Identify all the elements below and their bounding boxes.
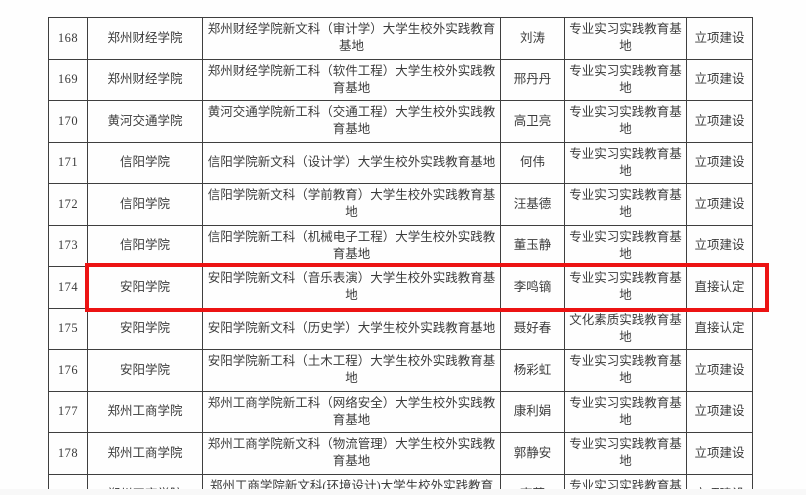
school-cell: 安阳学院 <box>87 349 203 392</box>
type-cell: 专业实习实践教育基地 <box>564 183 687 226</box>
row-number-cell: 170 <box>48 100 88 143</box>
person-cell: 高卫亮 <box>500 100 565 143</box>
table-row: 175 安阳学院 安阳学院新文科（历史学）大学生校外实践教育基地 聂好春 文化素… <box>48 307 753 350</box>
base-name-cell: 信阳学院新文科（学前教育）大学生校外实践教育基地 <box>202 183 501 226</box>
table-row: 168 郑州财经学院 郑州财经学院新文科（审计学）大学生校外实践教育基地 刘涛 … <box>48 17 753 60</box>
school-cell: 安阳学院 <box>87 307 203 350</box>
school-cell: 信阳学院 <box>87 141 203 184</box>
table-row: 176 安阳学院 安阳学院新工科（土木工程）大学生校外实践教育基地 杨彩虹 专业… <box>48 349 753 392</box>
table-row: 171 信阳学院 信阳学院新文科（设计学）大学生校外实践教育基地 何伟 专业实习… <box>48 141 753 184</box>
row-number-cell: 172 <box>48 183 88 226</box>
row-number-cell: 178 <box>48 432 88 475</box>
person-cell: 李鸣镝 <box>500 266 565 309</box>
person-cell: 康利娟 <box>500 390 565 433</box>
person-cell: 何伟 <box>500 141 565 184</box>
row-number-cell: 168 <box>48 17 88 60</box>
table-row: 177 郑州工商学院 郑州工商学院新工科（网络安全）大学生校外实践教育基地 康利… <box>48 390 753 433</box>
school-cell: 郑州工商学院 <box>87 432 203 475</box>
base-name-cell: 信阳学院新工科（机械电子工程）大学生校外实践教育基地 <box>202 224 501 267</box>
type-cell: 专业实习实践教育基地 <box>564 349 687 392</box>
base-name-cell: 郑州工商学院新工科（网络安全）大学生校外实践教育基地 <box>202 390 501 433</box>
row-number-cell: 171 <box>48 141 88 184</box>
base-name-cell: 郑州工商学院新文科（物流管理）大学生校外实践教育基地 <box>202 432 501 475</box>
type-cell: 专业实习实践教育基地 <box>564 432 687 475</box>
school-cell: 郑州财经学院 <box>87 17 203 60</box>
type-cell: 专业实习实践教育基地 <box>564 266 687 309</box>
row-number-cell: 169 <box>48 58 88 101</box>
row-number-cell: 174 <box>48 266 88 309</box>
school-cell: 郑州工商学院 <box>87 390 203 433</box>
table-row: 170 黄河交通学院 黄河交通学院新工科（交通工程）大学生校外实践教育基地 高卫… <box>48 100 753 143</box>
type-cell: 专业实习实践教育基地 <box>564 141 687 184</box>
row-number-cell: 177 <box>48 390 88 433</box>
base-name-cell: 信阳学院新文科（设计学）大学生校外实践教育基地 <box>202 141 501 184</box>
type-cell: 文化素质实践教育基地 <box>564 307 687 350</box>
person-cell: 汪基德 <box>500 183 565 226</box>
status-cell: 立项建设 <box>686 141 753 184</box>
person-cell: 郭静安 <box>500 432 565 475</box>
status-cell: 直接认定 <box>686 266 753 309</box>
status-cell: 立项建设 <box>686 183 753 226</box>
table-row: 169 郑州财经学院 郑州财经学院新工科（软件工程）大学生校外实践教育基地 邢丹… <box>48 58 753 101</box>
base-name-cell: 安阳学院新文科（音乐表演）大学生校外实践教育基地 <box>202 266 501 309</box>
person-cell: 杨彩虹 <box>500 349 565 392</box>
school-cell: 信阳学院 <box>87 183 203 226</box>
row-number-cell: 173 <box>48 224 88 267</box>
row-number-cell: 175 <box>48 307 88 350</box>
base-name-cell: 郑州财经学院新工科（软件工程）大学生校外实践教育基地 <box>202 58 501 101</box>
row-number-cell: 176 <box>48 349 88 392</box>
table-row: 174 安阳学院 安阳学院新文科（音乐表演）大学生校外实践教育基地 李鸣镝 专业… <box>48 266 753 309</box>
table-container: 168 郑州财经学院 郑州财经学院新文科（审计学）大学生校外实践教育基地 刘涛 … <box>48 17 753 495</box>
status-cell: 直接认定 <box>686 307 753 350</box>
approval-table: 168 郑州财经学院 郑州财经学院新文科（审计学）大学生校外实践教育基地 刘涛 … <box>48 17 753 495</box>
status-cell: 立项建设 <box>686 224 753 267</box>
school-cell: 黄河交通学院 <box>87 100 203 143</box>
school-cell: 信阳学院 <box>87 224 203 267</box>
status-cell: 立项建设 <box>686 58 753 101</box>
base-name-cell: 安阳学院新工科（土木工程）大学生校外实践教育基地 <box>202 349 501 392</box>
status-cell: 立项建设 <box>686 390 753 433</box>
table-body: 168 郑州财经学院 郑州财经学院新文科（审计学）大学生校外实践教育基地 刘涛 … <box>48 17 753 495</box>
status-cell: 立项建设 <box>686 17 753 60</box>
person-cell: 邢丹丹 <box>500 58 565 101</box>
table-row: 178 郑州工商学院 郑州工商学院新文科（物流管理）大学生校外实践教育基地 郭静… <box>48 432 753 475</box>
base-name-cell: 黄河交通学院新工科（交通工程）大学生校外实践教育基地 <box>202 100 501 143</box>
status-cell: 立项建设 <box>686 349 753 392</box>
type-cell: 专业实习实践教育基地 <box>564 224 687 267</box>
type-cell: 专业实习实践教育基地 <box>564 390 687 433</box>
type-cell: 专业实习实践教育基地 <box>564 58 687 101</box>
person-cell: 刘涛 <box>500 17 565 60</box>
person-cell: 董玉静 <box>500 224 565 267</box>
base-name-cell: 郑州财经学院新文科（审计学）大学生校外实践教育基地 <box>202 17 501 60</box>
table-row: 173 信阳学院 信阳学院新工科（机械电子工程）大学生校外实践教育基地 董玉静 … <box>48 224 753 267</box>
base-name-cell: 安阳学院新文科（历史学）大学生校外实践教育基地 <box>202 307 501 350</box>
type-cell: 专业实习实践教育基地 <box>564 100 687 143</box>
type-cell: 专业实习实践教育基地 <box>564 17 687 60</box>
school-cell: 安阳学院 <box>87 266 203 309</box>
school-cell: 郑州财经学院 <box>87 58 203 101</box>
table-row: 172 信阳学院 信阳学院新文科（学前教育）大学生校外实践教育基地 汪基德 专业… <box>48 183 753 226</box>
status-cell: 立项建设 <box>686 432 753 475</box>
person-cell: 聂好春 <box>500 307 565 350</box>
status-cell: 立项建设 <box>686 100 753 143</box>
bottom-strip <box>0 489 806 495</box>
